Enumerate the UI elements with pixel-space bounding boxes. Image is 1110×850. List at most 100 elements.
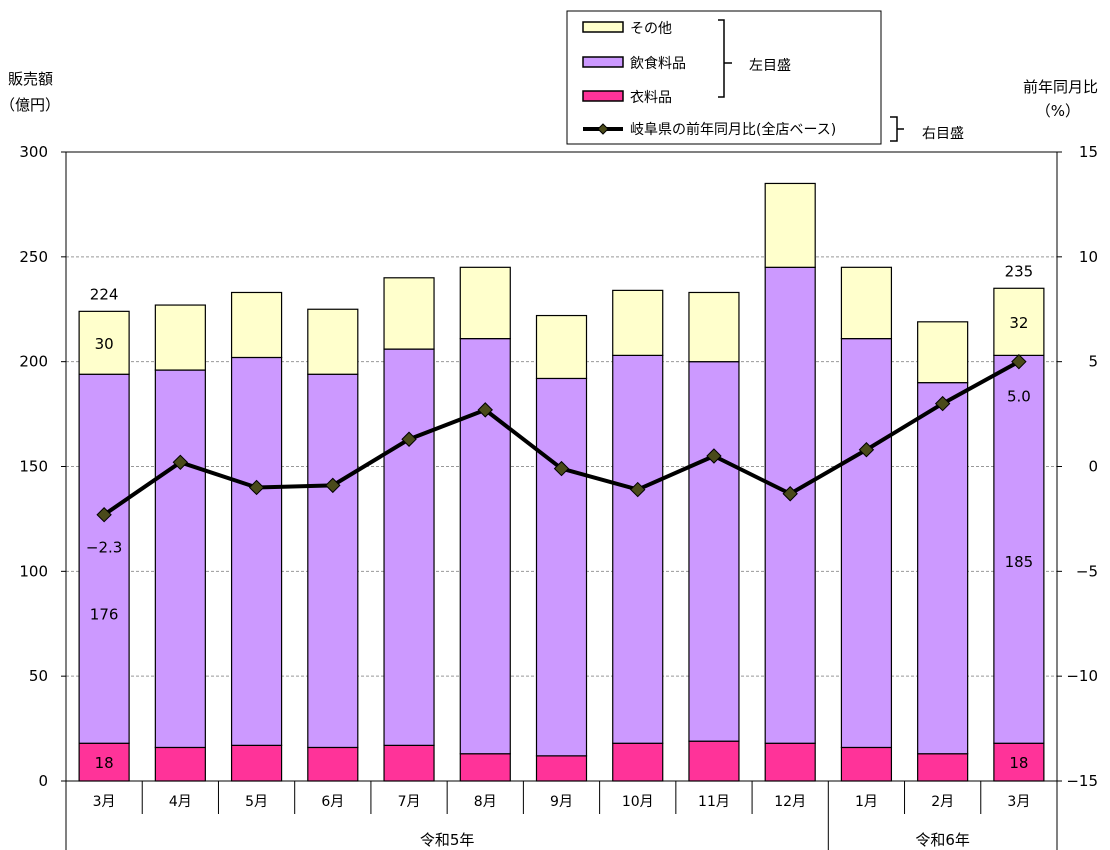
data-label: 32: [1009, 314, 1028, 332]
bar-その他: [612, 289, 664, 356]
right-axis-tick-label: −5: [1076, 562, 1098, 580]
data-label: 176: [90, 605, 119, 623]
legend-bracket: [890, 116, 904, 142]
category-label: 11月: [698, 794, 730, 810]
bar-その他: [78, 310, 130, 375]
line-marker: [325, 477, 341, 494]
legend-swatch: [582, 56, 624, 68]
bar-衣料品: [230, 744, 283, 782]
bar-飲食料品: [612, 354, 664, 744]
left-axis-tick-label: 150: [19, 458, 48, 476]
left-axis-unit: （億円）: [0, 96, 60, 114]
right-axis-tick-label: 0: [1088, 458, 1098, 476]
bar-飲食料品: [993, 354, 1045, 744]
bar-衣料品: [535, 755, 588, 782]
left-axis-title: 販売額: [8, 70, 53, 88]
bar-その他: [535, 314, 588, 380]
legend-label: 岐阜県の前年同月比(全店ベース): [630, 121, 836, 138]
right-axis-tick-label: 10: [1079, 248, 1098, 266]
bar-飲食料品: [307, 373, 359, 749]
line-marker: [248, 479, 265, 496]
bar-その他: [764, 182, 816, 268]
right-axis-tick-label: 15: [1079, 143, 1098, 161]
bar-その他: [993, 287, 1045, 356]
bar-飲食料品: [688, 361, 740, 742]
category-label: 2月: [931, 794, 954, 810]
line-marker: [172, 454, 189, 471]
line-marker: [782, 486, 798, 502]
left-axis-tick-label: 250: [19, 248, 48, 266]
line-marker: [706, 448, 722, 464]
bar-衣料品: [307, 746, 359, 782]
legend-marker: [597, 123, 609, 135]
legend-label: 衣料品: [630, 90, 672, 106]
category-label: 5月: [245, 794, 268, 810]
year-group-label: 令和6年: [915, 831, 970, 849]
bar-その他: [383, 277, 435, 350]
category-label: 3月: [1007, 794, 1030, 810]
right-axis-tick-label: −10: [1066, 667, 1098, 685]
bar-飲食料品: [840, 338, 893, 749]
data-label: 185: [1005, 553, 1034, 571]
left-axis-tick-label: 50: [29, 667, 48, 685]
legend-bracket: [718, 19, 732, 98]
bar-飲食料品: [154, 369, 206, 749]
bar-飲食料品: [230, 356, 283, 746]
legend-right-scale-label: 右目盛: [922, 126, 964, 142]
bar-その他: [307, 308, 359, 375]
category-label: 12月: [774, 794, 806, 810]
bar-衣料品: [383, 744, 435, 782]
category-label: 6月: [321, 794, 344, 810]
category-label: 10月: [622, 794, 654, 810]
data-label: 18: [1009, 754, 1028, 772]
right-axis-tick-label: −15: [1066, 772, 1098, 790]
bar-衣料品: [154, 746, 206, 782]
line-marker: [401, 431, 417, 447]
bar-衣料品: [764, 742, 816, 782]
bar-衣料品: [840, 746, 893, 782]
bar-飲食料品: [917, 382, 969, 755]
bar-衣料品: [612, 742, 664, 782]
category-label: 4月: [169, 794, 192, 810]
category-label: 3月: [93, 794, 116, 810]
line-marker: [553, 460, 570, 477]
line-marker: [858, 442, 875, 458]
bar-その他: [840, 266, 893, 340]
bar-その他: [917, 321, 969, 384]
left-axis-tick-label: 0: [38, 772, 48, 790]
left-axis-tick-label: 100: [19, 562, 48, 580]
legend-label: その他: [630, 21, 672, 37]
data-label: 224: [90, 285, 119, 303]
bar-飲食料品: [764, 266, 816, 744]
line-marker: [477, 402, 493, 418]
data-label: 18: [95, 754, 114, 772]
bar-衣料品: [688, 740, 740, 782]
bar-その他: [230, 291, 283, 359]
legend-left-scale-label: 左目盛: [749, 58, 791, 74]
bar-衣料品: [917, 753, 969, 782]
data-label: 5.0: [1007, 388, 1031, 406]
category-label: 7月: [398, 794, 421, 810]
year-group-label: 令和5年: [420, 831, 475, 849]
bar-飲食料品: [459, 338, 511, 755]
bar-その他: [459, 266, 511, 340]
category-label: 9月: [550, 794, 573, 810]
bar-衣料品: [993, 742, 1045, 782]
bar-その他: [688, 291, 740, 363]
line-marker: [1011, 353, 1027, 370]
legend-swatch: [582, 21, 624, 33]
line-marker: [96, 507, 112, 523]
legend-label: 飲食料品: [630, 55, 686, 72]
data-label: 30: [95, 335, 114, 353]
right-axis-title: 前年同月比: [1023, 78, 1098, 96]
left-axis-tick-label: 300: [19, 143, 48, 161]
data-label: 235: [1005, 262, 1034, 280]
bar-衣料品: [459, 753, 511, 782]
left-axis-tick-label: 200: [19, 353, 48, 371]
category-label: 8月: [474, 794, 497, 810]
right-axis-unit: （%）: [1036, 102, 1080, 120]
bar-その他: [154, 304, 206, 371]
bar-飲食料品: [383, 348, 435, 746]
